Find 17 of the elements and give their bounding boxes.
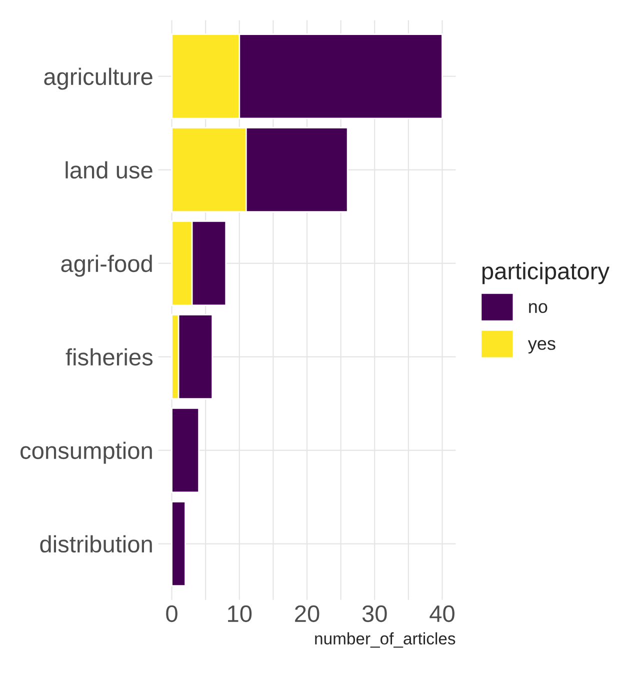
bar [171,408,200,494]
y-tick-label: fisheries [66,348,153,366]
legend-title: participatory [482,262,610,284]
x-tick-label: 0 [166,605,178,622]
y-tick-label: land use [66,161,152,179]
legend-label: yes [528,340,556,354]
x-tick-label: 40 [430,605,454,622]
x-axis-title: number_of_articles [315,632,456,648]
bar [171,501,186,587]
y-tick-label: distribution [40,535,152,553]
x-tick-label: 10 [228,605,252,622]
y-tick-label: agri-food [61,254,152,277]
x-tick-label: 20 [295,605,320,622]
legend-label: no [529,303,548,314]
y-tick-label: consumption [20,442,152,464]
x-tick-label: 30 [362,605,387,622]
y-tick-label: agriculture [44,68,152,90]
